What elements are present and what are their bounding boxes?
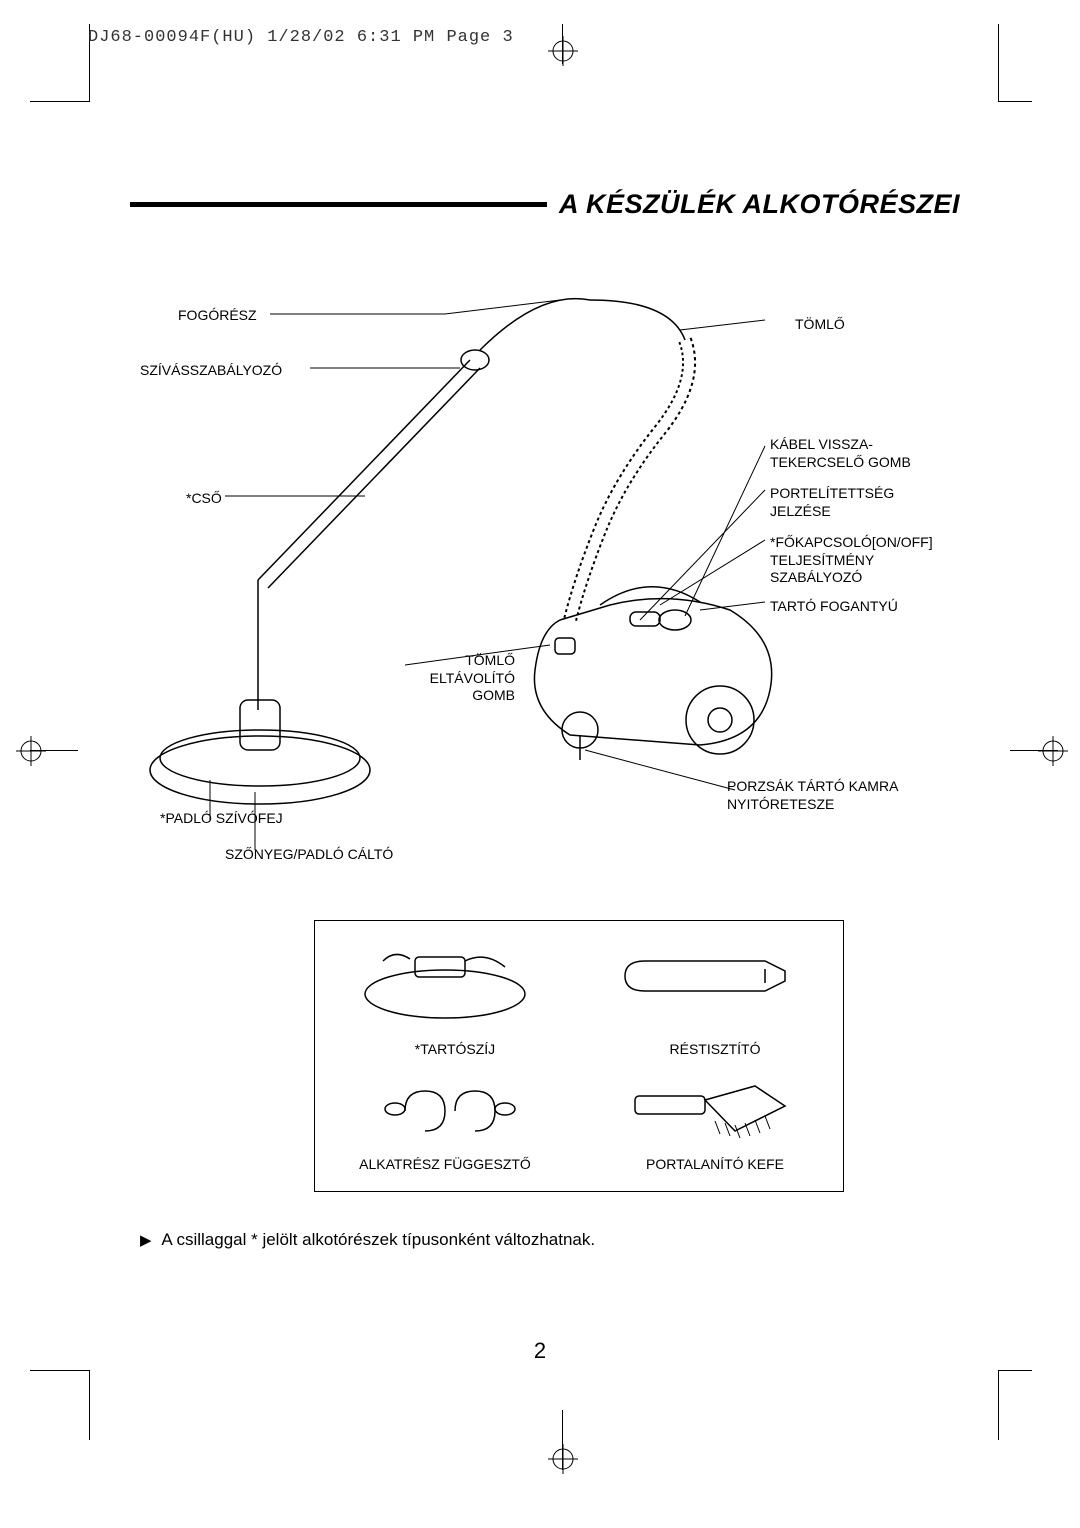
acc-restisztito: RÉSTISZTÍTÓ: [615, 1041, 815, 1057]
holder-icon: [375, 1081, 525, 1141]
footnote-text: A csillaggal * jelölt alkotórészek típus…: [161, 1230, 595, 1249]
label-padlo: *PADLÓ SZÍVÓFEJ: [160, 810, 283, 828]
registration-mark: [548, 1444, 578, 1474]
dust-brush-icon: [625, 1076, 795, 1146]
footnote: ▶ A csillaggal * jelölt alkotórészek típ…: [140, 1230, 595, 1250]
label-fogantyu: TARTÓ FOGANTYÚ: [770, 598, 898, 616]
label-szonyeg: SZŐNYEG/PADLÓ CÁLTÓ: [225, 846, 393, 864]
label-porzsak: PORZSÁK TÁRTÓ KAMRA NYITÓRETESZE: [727, 778, 898, 813]
page-title: A KÉSZÜLÉK ALKOTÓRÉSZEI: [559, 189, 960, 220]
registration-mark: [16, 736, 46, 766]
label-fokapcs: *FŐKAPCSOLÓ[ON/OFF] TELJESÍTMÉNY SZABÁLY…: [770, 534, 933, 587]
acc-alkatresz: ALKATRÉSZ FÜGGESZTŐ: [345, 1156, 545, 1172]
acc-tartoszij: *TARTÓSZÍJ: [355, 1041, 555, 1057]
prepress-header: DJ68-00094F(HU) 1/28/02 6:31 PM Page 3: [88, 28, 514, 47]
label-szivas: SZÍVÁSSZABÁLYOZÓ: [140, 362, 282, 380]
page-number: 2: [0, 1338, 1080, 1364]
strap-icon: [355, 939, 535, 1029]
crevice-tool-icon: [615, 951, 795, 1001]
label-fogoresz: FOGÓRÉSZ: [178, 307, 257, 325]
title-bar: A KÉSZÜLÉK ALKOTÓRÉSZEI: [130, 184, 960, 224]
label-cso: *CSŐ: [186, 490, 222, 508]
label-portel: PORTELÍTETTSÉG JELZÉSE: [770, 485, 894, 520]
triangle-icon: ▶: [140, 1232, 152, 1249]
registration-mark: [1038, 736, 1068, 766]
label-tomlo-gomb: TÖMLŐ ELTÁVOLÍTÓ GOMB: [425, 652, 515, 705]
accessories-box: *TARTÓSZÍJ RÉSTISZTÍTÓ ALKATRÉSZ FÜGGESZ…: [314, 920, 844, 1192]
registration-mark: [548, 36, 578, 66]
acc-portalanito: PORTALANÍTÓ KEFE: [615, 1156, 815, 1172]
label-kabel: KÁBEL VISSZA- TEKERCSELŐ GOMB: [770, 436, 911, 471]
label-tomlo: TÖMLŐ: [795, 316, 845, 334]
